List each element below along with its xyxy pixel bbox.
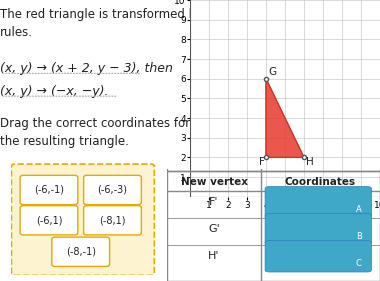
- Text: G: G: [268, 67, 276, 77]
- Text: C: C: [356, 259, 362, 268]
- FancyBboxPatch shape: [265, 241, 372, 272]
- Text: (-6,-1): (-6,-1): [34, 185, 64, 195]
- Text: A: A: [356, 205, 362, 214]
- FancyBboxPatch shape: [11, 164, 154, 275]
- Text: H': H': [208, 251, 220, 261]
- Text: H: H: [306, 157, 314, 167]
- Text: B: B: [356, 232, 362, 241]
- FancyBboxPatch shape: [265, 187, 372, 218]
- Text: The red triangle is transformed by the following
rules.: The red triangle is transformed by the f…: [0, 8, 283, 39]
- FancyBboxPatch shape: [265, 214, 372, 245]
- Text: Drag the correct coordinates for the vertices of
the resulting triangle.: Drag the correct coordinates for the ver…: [0, 117, 279, 148]
- Text: (x, y) → (x + 2, y − 3), then: (x, y) → (x + 2, y − 3), then: [0, 62, 173, 75]
- FancyBboxPatch shape: [52, 237, 109, 266]
- Text: (-6,1): (-6,1): [36, 215, 62, 225]
- Text: (x, y) → (−x, −y).: (x, y) → (−x, −y).: [0, 85, 109, 98]
- FancyBboxPatch shape: [84, 175, 141, 205]
- Text: Coordinates: Coordinates: [285, 177, 356, 187]
- FancyBboxPatch shape: [20, 206, 78, 235]
- Text: F': F': [209, 197, 219, 207]
- Text: (-8,1): (-8,1): [99, 215, 126, 225]
- Polygon shape: [266, 79, 304, 157]
- Text: (-6,-3): (-6,-3): [98, 185, 127, 195]
- FancyBboxPatch shape: [20, 175, 78, 205]
- Text: 10: 10: [370, 0, 380, 1]
- FancyBboxPatch shape: [84, 206, 141, 235]
- Text: New vertex: New vertex: [180, 177, 247, 187]
- Text: F: F: [259, 157, 265, 167]
- Text: G': G': [208, 224, 220, 234]
- Text: (-8,-1): (-8,-1): [66, 247, 96, 257]
